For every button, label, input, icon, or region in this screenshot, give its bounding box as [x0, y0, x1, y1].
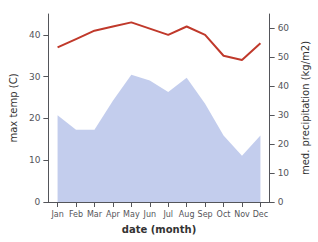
svg-text:May: May [123, 210, 140, 219]
svg-text:Oct: Oct [217, 210, 231, 219]
svg-text:20: 20 [29, 113, 41, 123]
svg-text:Jul: Jul [162, 210, 173, 219]
svg-text:0: 0 [278, 197, 284, 207]
svg-text:Mar: Mar [87, 210, 103, 219]
svg-text:40: 40 [278, 81, 290, 91]
svg-text:Dec: Dec [253, 210, 268, 219]
svg-text:Jun: Jun [143, 210, 157, 219]
svg-text:Jan: Jan [50, 210, 63, 219]
svg-text:Feb: Feb [69, 210, 83, 219]
svg-text:40: 40 [29, 30, 41, 40]
svg-text:10: 10 [29, 155, 41, 165]
svg-text:Nov: Nov [234, 210, 250, 219]
svg-text:60: 60 [278, 23, 290, 33]
svg-text:30: 30 [278, 110, 290, 120]
svg-text:10: 10 [278, 168, 290, 178]
svg-text:Sep: Sep [198, 210, 213, 219]
svg-text:Apr: Apr [106, 210, 121, 219]
svg-text:50: 50 [278, 52, 290, 62]
svg-text:max temp (C): max temp (C) [8, 73, 19, 142]
svg-text:30: 30 [29, 72, 41, 82]
svg-text:Aug: Aug [179, 210, 195, 219]
svg-text:date (month): date (month) [122, 224, 196, 235]
svg-text:20: 20 [278, 139, 290, 149]
svg-text:med. precipitation (kg/m2): med. precipitation (kg/m2) [300, 41, 311, 175]
svg-text:0: 0 [35, 197, 41, 207]
